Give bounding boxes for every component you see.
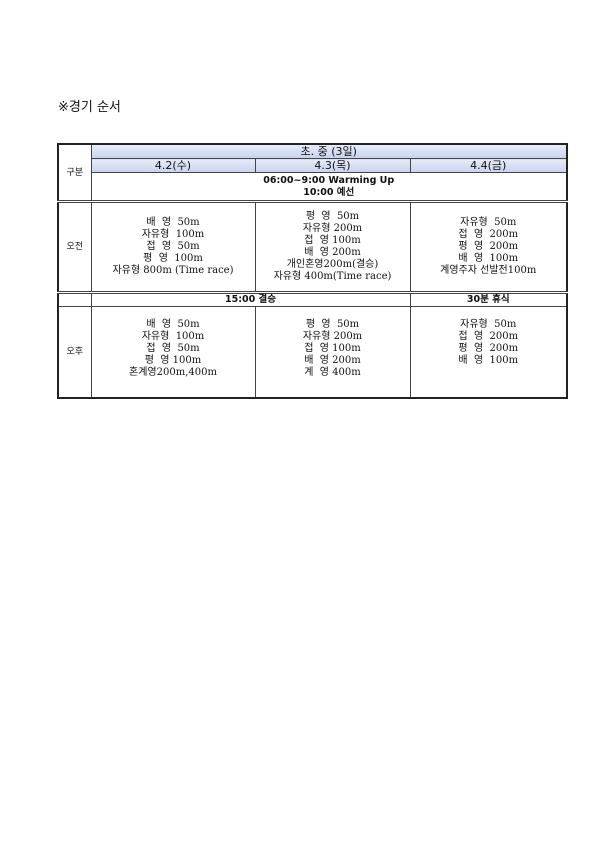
final-cell: 15:00 결승 — [90, 291, 411, 307]
event-item: 자유형 50m — [460, 319, 517, 330]
afternoon-label: 오후 — [57, 306, 92, 399]
event-item: 평 영 100m — [144, 355, 202, 366]
event-item: 접 영 50m — [146, 343, 200, 354]
afternoon-events: 평 영 50m 자유형 200m 접 영 100m 배 영 200m 계 영 400m — [254, 306, 411, 399]
morning-events: 배 영 50m 자유형 100m 접 영 50m 평 영 100m 자유형 800m (… — [90, 200, 256, 293]
event-item: 배 영 50m — [146, 319, 200, 330]
warmup-cell: 06:00~9:00 Warming Up 10:00 예선 — [90, 172, 568, 202]
morning-events: 자유형 50m 접 영 200m 평 영 200m 배 영 100m 계영주자 선발전1… — [409, 200, 568, 293]
event-item: 접 영 100m — [304, 343, 361, 354]
event-item: 자유형 50m — [460, 217, 517, 228]
event-item: 접 영 50m — [146, 241, 200, 252]
event-item: 개인혼영200m(결승) — [286, 259, 379, 270]
event-item: 자유형 200m — [302, 331, 363, 342]
empty-cell — [57, 291, 92, 307]
event-item: 계영주자 선발전100m — [440, 265, 537, 276]
row-label-header: 구분 — [57, 143, 92, 202]
event-item: 평 영 50m — [305, 319, 360, 330]
day-header: 4.2(수) — [90, 158, 256, 173]
warmup-text: 06:00~9:00 Warming Up — [263, 174, 395, 186]
event-item: 자유형 200m — [302, 223, 363, 234]
day-header: 4.4(금) — [409, 158, 568, 173]
morning-events: 평 영 50m 자유형 200m 접 영 100m 배 영 200m 개인혼영200m(… — [254, 200, 411, 293]
section-title: ※경기 순서 — [58, 100, 121, 115]
event-item: 자유형 800m (Time race) — [112, 265, 234, 276]
event-item: 배 영 200m — [304, 247, 361, 258]
event-item: 자유형 100m — [141, 331, 205, 342]
event-item: 배 영 200m — [304, 355, 361, 366]
event-item: 자유형 400m(Time race) — [273, 271, 392, 282]
event-item: 배 영 100m — [458, 253, 519, 264]
event-item: 접 영 200m — [458, 331, 519, 342]
day-header: 4.3(목) — [254, 158, 411, 173]
event-item: 평 영 100m — [143, 253, 203, 264]
group-header: 초. 중 (3일) — [90, 143, 568, 159]
event-item: 평 영 200m — [458, 343, 519, 354]
afternoon-events: 자유형 50m 접 영 200m 평 영 200m 배 영 100m — [409, 306, 568, 399]
event-item: 배 영 100m — [458, 355, 519, 366]
schedule-table: 구분 초. 중 (3일) 4.2(수) 4.3(목) 4.4(금) 06:00~… — [57, 143, 568, 399]
event-item: 계 영 400m — [304, 367, 361, 378]
event-item: 접 영 100m — [304, 235, 361, 246]
rest-cell: 30분 휴식 — [409, 291, 568, 307]
event-item: 접 영 200m — [458, 229, 519, 240]
event-item: 평 영 200m — [458, 241, 519, 252]
event-item: 배 영 50m — [146, 217, 200, 228]
morning-label: 오전 — [57, 200, 92, 293]
event-item: 자유형 100m — [141, 229, 205, 240]
afternoon-events: 배 영 50m 자유형 100m 접 영 50m 평 영 100m 혼계영200m,40… — [90, 306, 256, 399]
event-item: 혼계영200m,400m — [129, 367, 217, 378]
prelim-text: 10:00 예선 — [303, 186, 355, 198]
event-item: 평 영 50m — [305, 211, 360, 222]
